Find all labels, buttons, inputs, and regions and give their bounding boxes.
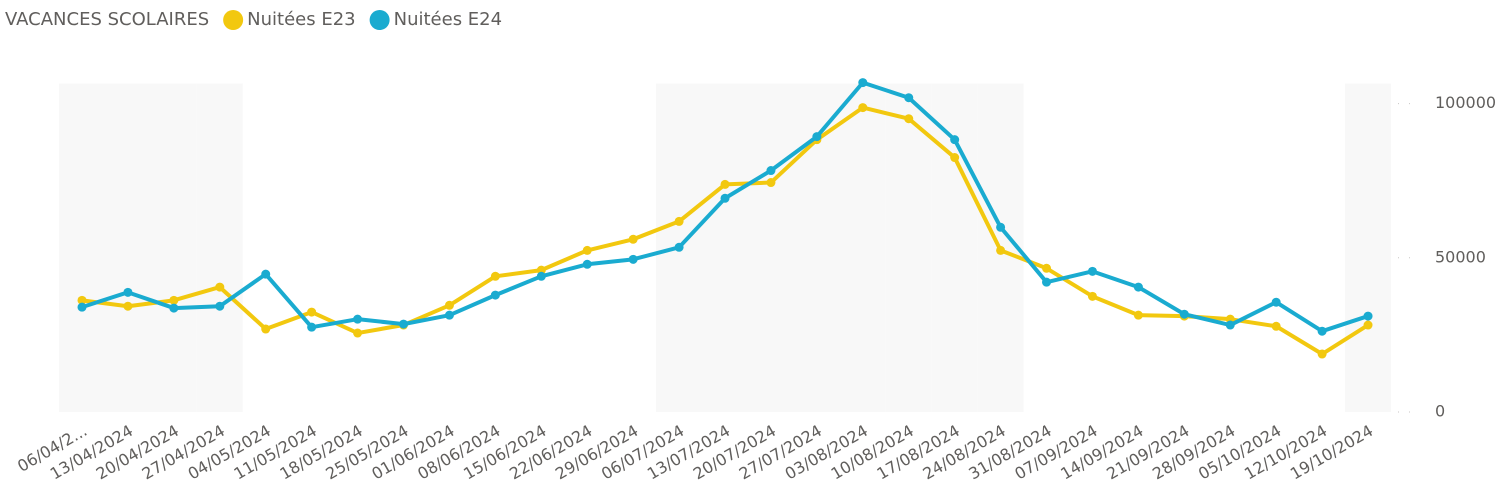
y-tick-label: 50000 xyxy=(1435,247,1486,266)
vacation-band xyxy=(931,83,978,412)
legend-label: VACANCES SCOLAIRES xyxy=(5,9,209,30)
vacation-band xyxy=(104,83,151,412)
data-point xyxy=(904,93,914,103)
vacation-band xyxy=(839,83,886,412)
vacation-band xyxy=(150,83,197,412)
data-point xyxy=(444,310,454,320)
data-point xyxy=(1133,310,1143,320)
data-point xyxy=(858,78,868,88)
data-point xyxy=(812,132,822,142)
data-point xyxy=(1087,291,1097,301)
data-point xyxy=(490,271,500,281)
data-point xyxy=(123,287,133,297)
data-point xyxy=(674,242,684,252)
data-point xyxy=(628,254,638,264)
data-point xyxy=(123,301,133,311)
vacation-band xyxy=(59,83,105,412)
vacation-band xyxy=(702,83,748,412)
data-point xyxy=(766,166,776,176)
data-point xyxy=(353,314,363,324)
data-point xyxy=(996,245,1006,255)
vacation-band xyxy=(1345,83,1392,412)
y-tick-label: 0 xyxy=(1435,402,1445,421)
y-tick-label: 100000 xyxy=(1435,93,1496,112)
data-point xyxy=(996,222,1006,232)
data-point xyxy=(307,322,317,332)
data-point xyxy=(215,282,225,292)
legend-marker xyxy=(369,10,390,30)
data-point xyxy=(169,295,179,305)
data-point xyxy=(1317,326,1327,336)
data-point xyxy=(720,193,730,203)
data-point xyxy=(1179,309,1189,319)
data-point xyxy=(904,114,914,124)
data-point xyxy=(1042,277,1052,287)
data-point xyxy=(674,216,684,226)
data-point xyxy=(215,301,225,311)
data-point xyxy=(490,290,500,300)
vacation-band xyxy=(196,83,243,412)
data-point xyxy=(628,234,638,244)
data-point xyxy=(169,303,179,313)
data-point xyxy=(261,269,271,279)
data-point xyxy=(720,179,730,189)
legend-label: Nuitées E23 xyxy=(247,9,355,30)
data-point xyxy=(399,319,409,329)
data-point xyxy=(1042,263,1052,273)
data-point xyxy=(766,178,776,188)
data-point xyxy=(1317,349,1327,359)
data-point xyxy=(1363,320,1373,330)
data-point xyxy=(1271,321,1281,331)
data-point xyxy=(307,307,317,317)
data-point xyxy=(950,153,960,163)
data-point xyxy=(77,302,87,312)
data-point xyxy=(582,259,592,269)
data-point xyxy=(582,245,592,255)
data-point xyxy=(1271,297,1281,307)
data-point xyxy=(1363,311,1373,321)
vacation-band xyxy=(747,83,794,412)
legend-marker xyxy=(223,10,244,30)
data-point xyxy=(536,271,546,281)
data-point xyxy=(1225,320,1235,330)
legend-label: Nuitées E24 xyxy=(394,9,502,30)
data-point xyxy=(950,135,960,145)
vacation-band xyxy=(885,83,932,412)
data-point xyxy=(536,265,546,275)
data-point xyxy=(444,300,454,310)
data-point xyxy=(858,103,868,113)
data-point xyxy=(77,295,87,305)
data-point xyxy=(1087,266,1097,276)
data-point xyxy=(1133,282,1143,292)
data-point xyxy=(353,328,363,338)
data-point xyxy=(261,324,271,334)
